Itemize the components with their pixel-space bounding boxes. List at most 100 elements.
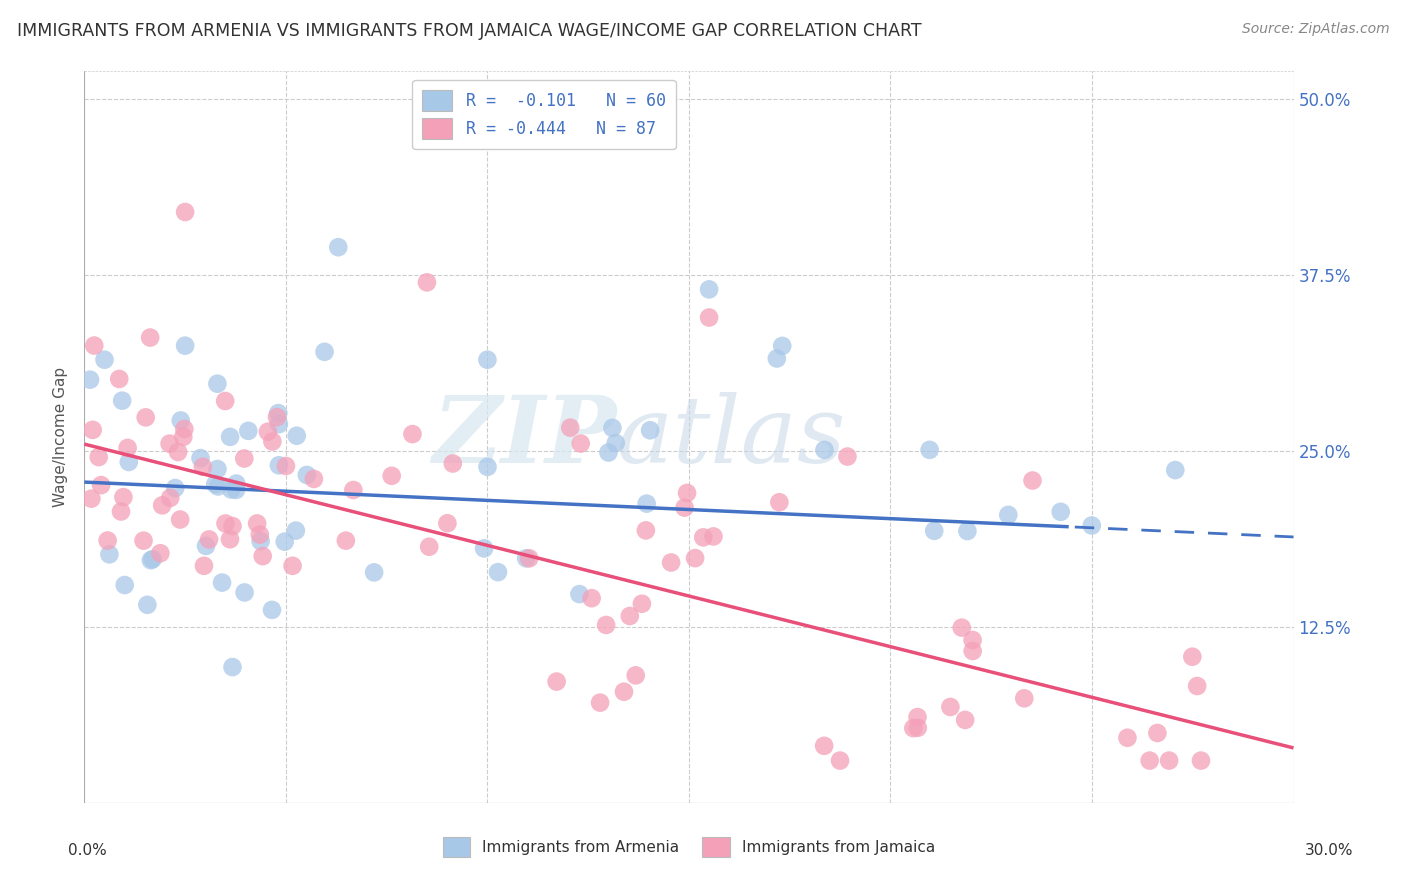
Point: [1021, 474, 1043, 488]
Point: [1159, 754, 1181, 768]
Point: [907, 710, 929, 724]
Point: [922, 524, 945, 538]
Point: [80, 491, 103, 506]
Point: [285, 428, 308, 442]
Point: [221, 519, 243, 533]
Point: [195, 539, 218, 553]
Point: [692, 530, 714, 544]
Point: [167, 445, 190, 459]
Point: [93, 352, 115, 367]
Point: [139, 553, 162, 567]
Point: [135, 410, 157, 425]
Point: [165, 481, 187, 495]
Point: [546, 674, 568, 689]
Point: [381, 468, 404, 483]
Point: [225, 476, 247, 491]
Point: [918, 442, 941, 457]
Point: [962, 632, 984, 647]
Point: [284, 524, 307, 538]
Point: [207, 479, 229, 493]
Point: [118, 455, 141, 469]
Point: [170, 413, 193, 427]
Point: [766, 351, 789, 366]
Point: [267, 458, 290, 473]
Point: [266, 410, 288, 425]
Point: [1181, 649, 1204, 664]
Point: [267, 406, 290, 420]
Point: [262, 434, 284, 449]
Point: [267, 417, 290, 432]
Point: [837, 450, 859, 464]
Point: [595, 618, 617, 632]
Point: [634, 524, 657, 538]
Point: [211, 575, 233, 590]
Point: [302, 472, 325, 486]
Point: [624, 668, 647, 682]
Point: [828, 754, 851, 768]
Point: [813, 739, 835, 753]
Point: [342, 483, 364, 497]
Point: [1189, 754, 1212, 768]
Point: [214, 516, 236, 531]
Point: [233, 585, 256, 599]
Point: [636, 497, 658, 511]
Point: [198, 533, 221, 547]
Point: [568, 587, 591, 601]
Point: [907, 721, 929, 735]
Point: [98, 547, 121, 561]
Point: [249, 527, 271, 541]
Point: [1081, 518, 1104, 533]
Point: [602, 421, 624, 435]
Point: [174, 339, 197, 353]
Point: [436, 516, 458, 531]
Point: [676, 486, 699, 500]
Point: [770, 339, 793, 353]
Point: [335, 533, 357, 548]
Point: [90, 478, 112, 492]
Text: atlas: atlas: [616, 392, 846, 482]
Point: [252, 549, 274, 563]
Point: [1185, 679, 1208, 693]
Point: [598, 445, 620, 459]
Point: [768, 495, 790, 509]
Point: [132, 533, 155, 548]
Point: [79, 373, 101, 387]
Text: Source: ZipAtlas.com: Source: ZipAtlas.com: [1241, 22, 1389, 37]
Point: [159, 491, 181, 505]
Point: [569, 436, 592, 450]
Point: [950, 621, 973, 635]
Point: [172, 430, 194, 444]
Point: [246, 516, 269, 531]
Point: [605, 436, 627, 450]
Point: [111, 393, 134, 408]
Point: [697, 310, 720, 325]
Legend: Immigrants from Armenia, Immigrants from Jamaica: Immigrants from Armenia, Immigrants from…: [434, 830, 943, 864]
Point: [1164, 463, 1187, 477]
Point: [813, 442, 835, 457]
Point: [204, 477, 226, 491]
Point: [1139, 754, 1161, 768]
Point: [83, 338, 105, 352]
Point: [589, 696, 612, 710]
Point: [139, 330, 162, 344]
Point: [515, 551, 537, 566]
Point: [997, 508, 1019, 522]
Point: [149, 546, 172, 560]
Point: [1049, 505, 1071, 519]
Point: [477, 459, 499, 474]
Point: [207, 462, 229, 476]
Point: [517, 551, 540, 566]
Point: [225, 483, 247, 497]
Point: [274, 458, 297, 473]
Point: [214, 394, 236, 409]
Point: [249, 534, 271, 549]
Point: [238, 424, 260, 438]
Point: [673, 500, 696, 515]
Point: [613, 684, 636, 698]
Point: [221, 483, 243, 497]
Point: [477, 352, 499, 367]
Y-axis label: Wage/Income Gap: Wage/Income Gap: [53, 367, 69, 508]
Point: [939, 700, 962, 714]
Point: [136, 598, 159, 612]
Point: [233, 451, 256, 466]
